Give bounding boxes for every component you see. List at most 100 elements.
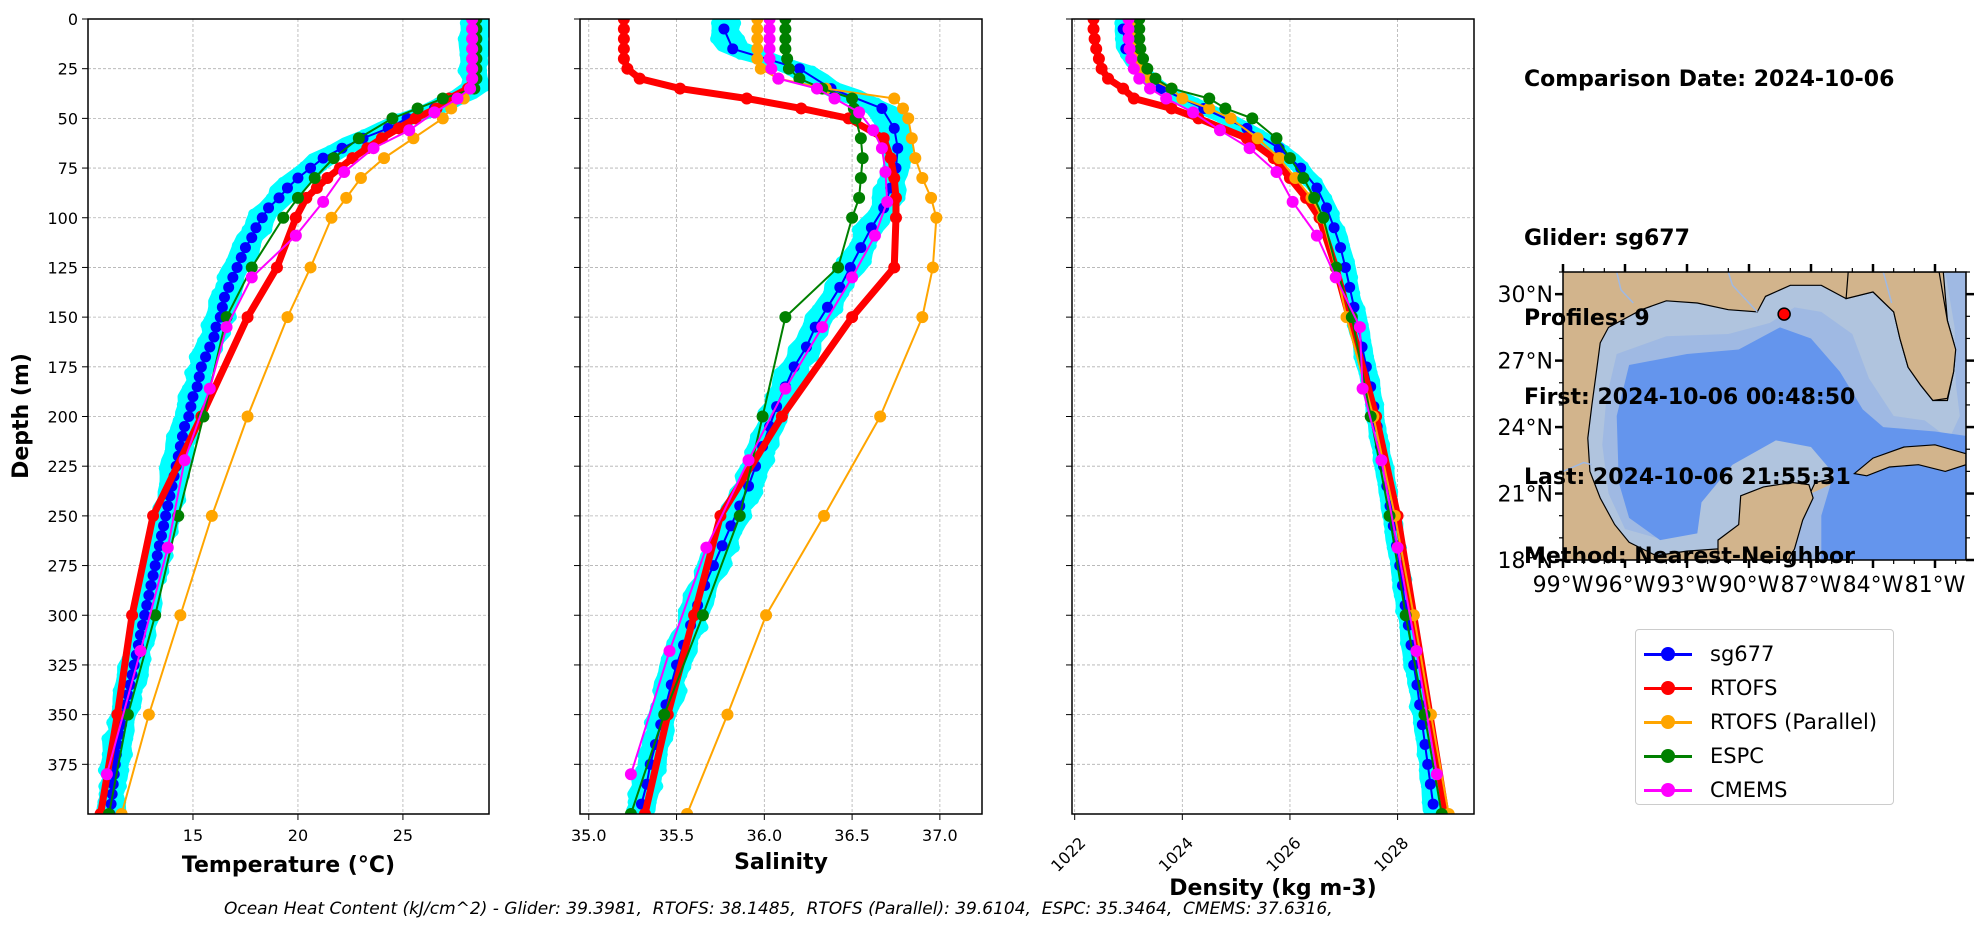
data-point xyxy=(779,311,792,324)
data-point xyxy=(1243,142,1256,155)
legend-swatch xyxy=(1644,780,1692,800)
glider-profile-point xyxy=(722,558,733,569)
series-line xyxy=(640,28,899,805)
lon-label: 96°W xyxy=(1595,573,1656,598)
lat-label: 30°N xyxy=(1498,283,1553,308)
data-point xyxy=(1165,102,1178,115)
data-point xyxy=(1339,261,1351,273)
legend-label: CMEMS xyxy=(1710,778,1788,802)
data-point xyxy=(1133,32,1146,45)
data-point xyxy=(327,152,340,165)
data-point xyxy=(1122,19,1135,25)
data-point xyxy=(235,252,247,263)
data-point xyxy=(352,132,365,145)
x-tick-label: 37.0 xyxy=(922,826,958,845)
data-point xyxy=(1391,541,1404,554)
legend-swatch xyxy=(1644,644,1692,664)
y-tick-label: 225 xyxy=(47,457,78,476)
data-point xyxy=(403,124,416,137)
y-tick-label: 300 xyxy=(47,606,78,625)
data-point xyxy=(273,192,285,204)
salinity-panel: 35.0 35.5 36.0 36.5 37.0 Salinity xyxy=(571,18,983,875)
data-point xyxy=(231,261,243,273)
data-point xyxy=(1344,281,1356,293)
data-point xyxy=(884,152,897,165)
data-point xyxy=(751,19,764,25)
ocean-heat-content-caption: Ocean Heat Content (kJ/cm^2) - Glider: 3… xyxy=(224,899,1333,919)
data-point xyxy=(1241,122,1253,134)
data-point xyxy=(1240,132,1253,145)
cuba-land xyxy=(1853,444,1966,477)
data-point xyxy=(340,191,353,204)
data-point xyxy=(1160,92,1173,105)
data-point xyxy=(624,768,637,781)
lon-label: 81°W xyxy=(1905,573,1966,598)
y-tick-label: 250 xyxy=(47,507,78,526)
data-point xyxy=(281,182,293,194)
glider-profile-point xyxy=(480,81,489,92)
x-tick-label: 15 xyxy=(183,826,203,845)
data-point xyxy=(1419,738,1431,750)
data-point xyxy=(1321,202,1333,214)
data-point xyxy=(1311,182,1323,194)
data-point xyxy=(897,102,910,115)
data-point xyxy=(245,261,258,274)
data-point xyxy=(763,52,776,65)
data-point xyxy=(375,132,388,145)
glider-profile-point xyxy=(262,224,273,235)
data-point xyxy=(1424,778,1436,790)
data-point xyxy=(1383,509,1396,522)
grid xyxy=(88,18,489,814)
data-point xyxy=(1137,52,1150,65)
data-point xyxy=(781,52,794,65)
data-point xyxy=(178,454,191,467)
lon-label: 90°W xyxy=(1719,573,1780,598)
glider-profile-point xyxy=(698,622,709,633)
legend-item-rtofs-parallel: RTOFS (Parallel) xyxy=(1644,705,1877,739)
data-point xyxy=(888,122,900,134)
spacer xyxy=(1524,147,1894,174)
data-point xyxy=(115,808,128,814)
data-point xyxy=(139,609,151,621)
data-point xyxy=(763,32,776,45)
data-point xyxy=(916,172,929,184)
data-point xyxy=(751,42,764,55)
data-point xyxy=(317,152,329,164)
glider-profile-point xyxy=(811,335,822,346)
glider-profile-point xyxy=(656,765,667,776)
data-point xyxy=(663,645,676,658)
data-point xyxy=(1134,42,1147,55)
data-point xyxy=(1203,92,1216,105)
data-point xyxy=(874,410,887,423)
y-tick-label: 0 xyxy=(68,10,78,29)
data-point xyxy=(633,72,646,85)
data-point xyxy=(325,211,338,224)
data-point xyxy=(1088,32,1101,45)
data-point xyxy=(191,381,203,393)
data-point xyxy=(185,401,197,413)
yucatan-land xyxy=(1717,481,1814,560)
series-line xyxy=(105,19,474,775)
data-point xyxy=(930,211,943,224)
data-point xyxy=(779,382,792,395)
glider-profile-point xyxy=(1322,192,1333,203)
glider-profile-point xyxy=(833,304,844,315)
series-cmems xyxy=(100,19,479,781)
glider-profile-point xyxy=(735,33,746,44)
data-point xyxy=(740,92,753,105)
y-tick-label: 150 xyxy=(47,308,78,327)
data-point xyxy=(218,291,230,303)
y-tick-label: 200 xyxy=(47,408,78,427)
first-profile-time: First: 2024-10-06 00:48:50 xyxy=(1524,385,1856,410)
data-point xyxy=(892,142,904,154)
data-point xyxy=(925,191,938,204)
data-point xyxy=(392,122,405,135)
data-point xyxy=(751,32,764,45)
data-point xyxy=(1353,321,1366,334)
glider-profile-point xyxy=(208,351,219,362)
data-point xyxy=(816,321,829,334)
x-axis-label: Temperature (°C) xyxy=(182,853,395,878)
data-point xyxy=(716,540,728,552)
glider-profile-point xyxy=(808,351,819,362)
data-point xyxy=(688,609,701,622)
